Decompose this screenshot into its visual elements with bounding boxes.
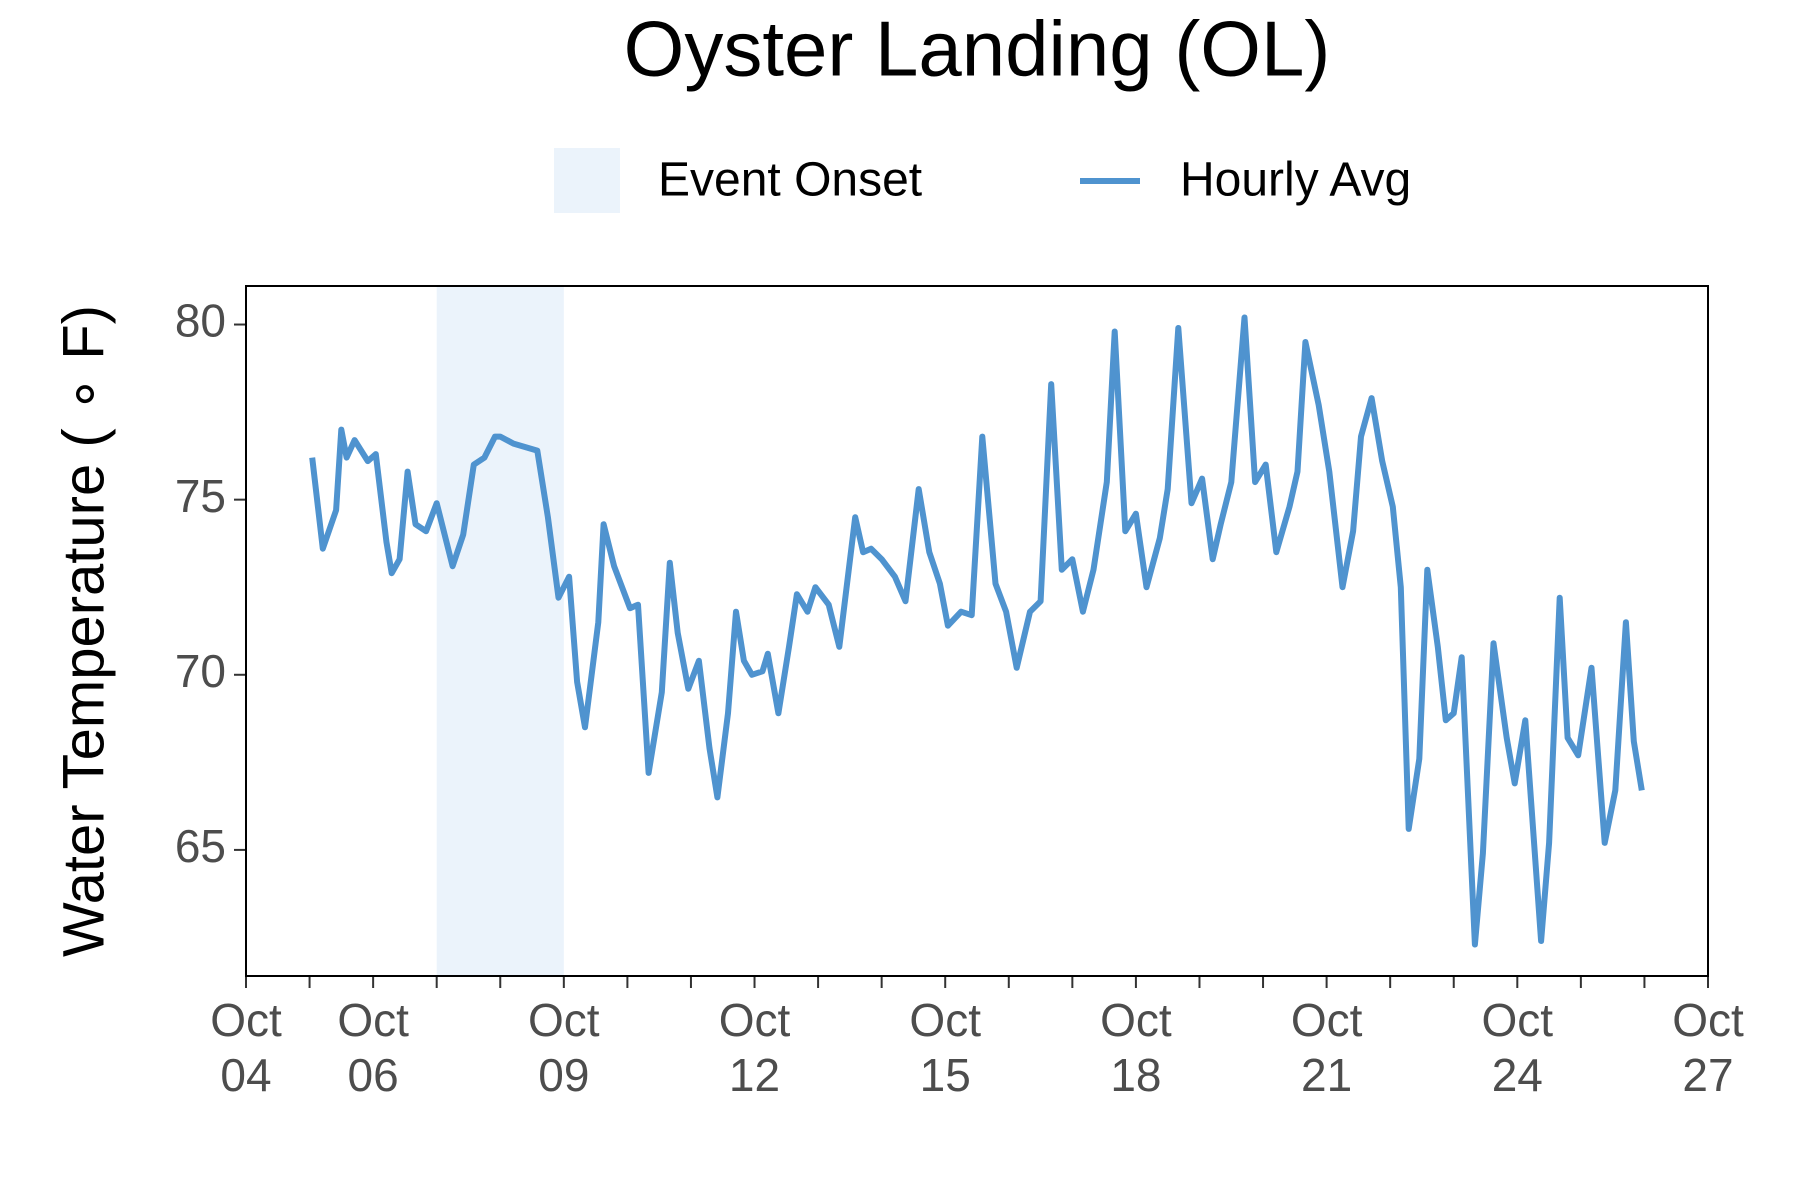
legend-swatch xyxy=(554,148,620,213)
chart-title: Oyster Landing (OL) xyxy=(624,5,1331,93)
x-tick-label: Oct 18 xyxy=(1100,994,1172,1101)
y-axis-label: Water Temperature ( ∘ F) xyxy=(51,305,116,957)
x-tick-label: Oct 15 xyxy=(909,994,981,1101)
y-tick-label: 70 xyxy=(175,645,226,697)
data-line xyxy=(309,314,1645,948)
x-tick-label: Oct 09 xyxy=(528,994,600,1101)
event-band xyxy=(436,286,564,976)
legend-label: Event Onset xyxy=(658,154,922,207)
plot-border xyxy=(245,285,1709,977)
y-tick-label: 65 xyxy=(175,820,226,872)
x-tick-label: Oct 27 xyxy=(1672,994,1744,1101)
x-tick-label: Oct 06 xyxy=(337,994,409,1101)
y-tick-label: 80 xyxy=(175,295,226,347)
x-tick-label: Oct 12 xyxy=(719,994,791,1101)
y-tick-label: 75 xyxy=(175,470,226,522)
x-tick-label: Oct 04 xyxy=(210,994,282,1101)
x-tick-label: Oct 24 xyxy=(1482,994,1554,1101)
x-tick-label: Oct 21 xyxy=(1291,994,1363,1101)
legend-label: Hourly Avg xyxy=(1180,154,1411,207)
